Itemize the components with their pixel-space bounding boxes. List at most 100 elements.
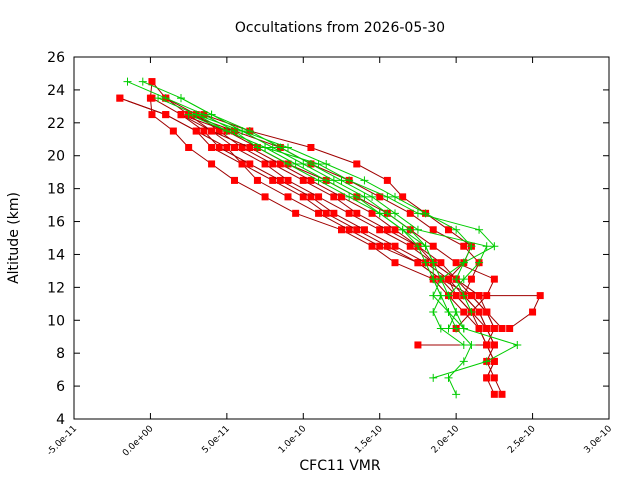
- model-point: [429, 373, 438, 382]
- observed-point: [284, 176, 292, 184]
- axis-layer: 4 6 8 10 12 14 16 18 20 22 24 26 -5.0e-11 0.0e+00 5.0e…: [45, 50, 614, 459]
- observed-point: [383, 226, 391, 234]
- model-point: [513, 340, 522, 349]
- model-point: [177, 94, 185, 103]
- model-point: [459, 324, 468, 333]
- y-tick-label: 12: [47, 280, 65, 296]
- model-point: [459, 275, 468, 284]
- model-point: [360, 176, 369, 185]
- model-point: [383, 209, 392, 218]
- model-series: [177, 94, 491, 333]
- model-point: [337, 176, 346, 185]
- observed-point: [307, 144, 315, 151]
- observed-point: [445, 275, 452, 283]
- observed-point: [299, 176, 307, 184]
- model-series-line: [127, 81, 472, 395]
- observed-point: [353, 209, 361, 217]
- observed-point: [338, 193, 345, 201]
- observed-point: [208, 127, 216, 135]
- model-series: [184, 110, 499, 333]
- y-tick-label: 6: [56, 379, 65, 395]
- observed-point: [200, 127, 208, 135]
- model-point: [452, 324, 461, 333]
- observed-point: [238, 144, 246, 151]
- observed-point: [467, 292, 475, 300]
- plot-frame: [73, 56, 610, 420]
- model-point: [161, 94, 170, 103]
- model-point: [238, 127, 247, 136]
- model-point: [284, 143, 292, 152]
- model-point: [421, 258, 430, 267]
- model-point: [383, 192, 392, 201]
- model-series: [123, 77, 476, 399]
- observed-point: [445, 226, 452, 234]
- observed-series: [116, 94, 498, 382]
- observed-point: [148, 111, 156, 119]
- x-tick-label: 1.5e-10: [353, 424, 385, 456]
- observed-point: [467, 275, 475, 283]
- model-point: [459, 357, 468, 366]
- y-tick-label: 10: [47, 313, 65, 329]
- observed-point: [490, 390, 498, 398]
- observed-point: [406, 242, 414, 250]
- model-point: [284, 159, 292, 168]
- observed-point: [460, 242, 468, 250]
- observed-point: [148, 78, 156, 86]
- observed-point: [429, 242, 437, 250]
- observed-point: [376, 193, 384, 201]
- observed-point: [536, 292, 544, 300]
- observed-point: [345, 209, 353, 217]
- observed-point: [483, 374, 491, 382]
- model-point: [291, 159, 300, 168]
- model-point: [192, 110, 201, 119]
- model-point: [138, 77, 147, 86]
- observed-point: [376, 226, 384, 234]
- observed-point: [322, 209, 330, 217]
- model-point: [322, 159, 331, 168]
- series-layer: [116, 77, 544, 399]
- model-point: [314, 159, 323, 168]
- observed-point: [368, 242, 376, 250]
- observed-point: [475, 325, 483, 332]
- y-axis-label: Altitude (km): [6, 192, 22, 284]
- observed-series-line: [119, 97, 503, 395]
- observed-point: [185, 144, 193, 151]
- observed-point: [292, 209, 300, 217]
- observed-point: [148, 94, 156, 102]
- model-point: [452, 390, 461, 399]
- observed-point: [177, 111, 185, 119]
- observed-point: [406, 209, 414, 217]
- observed-series-line: [119, 97, 495, 379]
- observed-point: [269, 176, 277, 184]
- observed-point: [391, 242, 399, 250]
- observed-point: [162, 111, 170, 119]
- observed-point: [231, 176, 238, 184]
- model-point: [184, 110, 193, 119]
- model-point: [467, 308, 476, 317]
- y-tick-label: 8: [56, 346, 65, 362]
- model-point: [444, 308, 453, 317]
- observed-point: [483, 325, 491, 332]
- observed-point: [299, 193, 307, 201]
- observed-series-line: [203, 114, 488, 346]
- observed-point: [414, 341, 422, 349]
- observed-point: [490, 357, 498, 365]
- model-point: [467, 340, 476, 349]
- observed-point: [116, 94, 124, 102]
- observed-point: [192, 127, 200, 135]
- model-point: [444, 373, 453, 382]
- model-point: [421, 209, 430, 218]
- model-point: [322, 176, 331, 185]
- observed-point: [483, 308, 491, 316]
- model-point: [413, 242, 422, 251]
- y-tick-label: 20: [47, 149, 65, 165]
- model-point: [436, 291, 445, 300]
- model-series-line: [188, 114, 496, 329]
- observed-point: [399, 193, 407, 201]
- observed-point: [490, 341, 498, 349]
- model-point: [436, 275, 445, 284]
- observed-point: [238, 160, 246, 168]
- observed-point: [490, 325, 498, 332]
- observed-point: [452, 292, 460, 300]
